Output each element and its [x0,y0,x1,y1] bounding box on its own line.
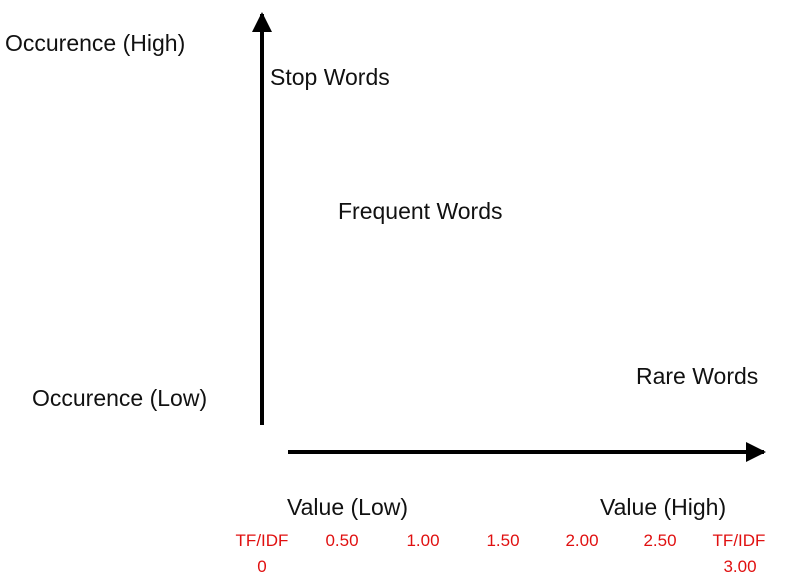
scale-tick: 2.00 [565,531,598,550]
scale-start-label: TF/IDF [236,531,289,550]
scale-end-label: TF/IDF [713,531,766,550]
scale-tick: 2.50 [643,531,676,550]
region-label: Frequent Words [338,198,502,224]
scale-tick: 0 [257,557,266,576]
scale-tick: 1.50 [486,531,519,550]
x-low-label: Value (Low) [287,494,408,520]
scale-tick: 3.00 [723,557,756,576]
x-high-label: Value (High) [600,494,726,520]
y-low-label: Occurence (Low) [32,385,207,411]
scale-tick: 1.00 [406,531,439,550]
region-label: Rare Words [636,363,758,389]
y-high-label: Occurence (High) [5,30,185,56]
scale-tick: 0.50 [325,531,358,550]
region-label: Stop Words [270,64,390,90]
